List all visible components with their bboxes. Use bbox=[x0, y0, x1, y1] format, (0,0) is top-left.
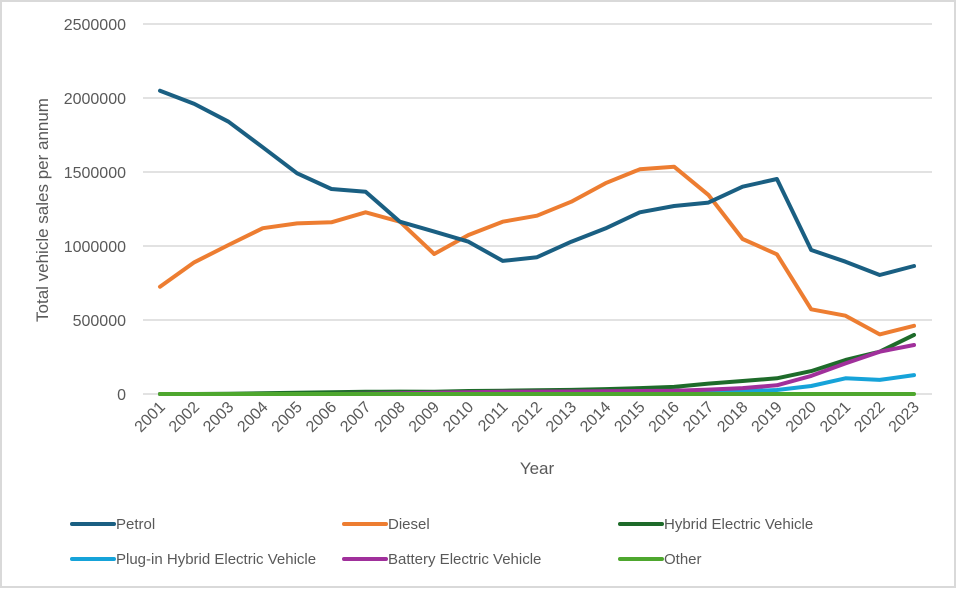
legend-label: Diesel bbox=[388, 516, 430, 533]
y-axis-ticks: 0 500000 1000000 1500000 2000000 2500000 bbox=[64, 17, 126, 404]
legend-item: Hybrid Electric Vehicle bbox=[618, 516, 813, 533]
x-tick-label: 2022 bbox=[851, 399, 888, 436]
legend: Petrol Diesel Hybrid Electric Vehicle Plug-… bbox=[70, 516, 813, 568]
y-tick-label: 2000000 bbox=[64, 91, 126, 108]
x-axis-ticks: 2001200220032004200520062007200820092010… bbox=[132, 399, 923, 436]
y-axis-title: Total vehicle sales per annum bbox=[33, 98, 52, 322]
legend-label: Petrol bbox=[116, 516, 155, 533]
series-line-hybrid-electric-vehicle bbox=[158, 332, 916, 396]
x-axis-title: Year bbox=[520, 459, 555, 478]
series-line-petrol bbox=[158, 88, 916, 277]
legend-item: Diesel bbox=[342, 516, 430, 533]
x-tick-label: 2015 bbox=[611, 399, 648, 436]
x-tick-label: 2011 bbox=[475, 399, 511, 435]
x-tick-label: 2002 bbox=[166, 399, 203, 436]
x-tick-label: 2021 bbox=[817, 399, 854, 436]
x-tick-label: 2007 bbox=[337, 399, 374, 436]
y-tick-label: 1000000 bbox=[64, 239, 126, 256]
x-tick-label: 2012 bbox=[509, 399, 546, 436]
x-tick-label: 2018 bbox=[714, 399, 751, 436]
x-tick-label: 2019 bbox=[749, 399, 786, 436]
legend-item: Petrol bbox=[70, 516, 155, 533]
legend-item: Battery Electric Vehicle bbox=[342, 551, 541, 568]
x-tick-label: 2023 bbox=[886, 399, 923, 436]
x-tick-label: 2001 bbox=[132, 399, 169, 436]
x-tick-label: 2013 bbox=[543, 399, 580, 436]
legend-item: Plug-in Hybrid Electric Vehicle bbox=[70, 551, 316, 568]
y-tick-label: 500000 bbox=[73, 313, 126, 330]
legend-label: Hybrid Electric Vehicle bbox=[664, 516, 813, 533]
series-line-diesel bbox=[158, 164, 916, 337]
x-tick-label: 2010 bbox=[440, 399, 477, 436]
x-tick-label: 2004 bbox=[234, 399, 271, 436]
legend-label: Plug-in Hybrid Electric Vehicle bbox=[116, 551, 316, 568]
x-tick-label: 2006 bbox=[303, 399, 340, 436]
y-tick-label: 0 bbox=[117, 387, 126, 404]
x-tick-label: 2016 bbox=[646, 399, 683, 436]
y-tick-label: 1500000 bbox=[64, 165, 126, 182]
legend-item: Other bbox=[618, 551, 702, 568]
x-tick-label: 2014 bbox=[577, 399, 614, 436]
x-tick-label: 2017 bbox=[680, 399, 717, 436]
x-tick-label: 2020 bbox=[783, 399, 820, 436]
x-tick-label: 2005 bbox=[269, 399, 306, 436]
x-tick-label: 2009 bbox=[406, 399, 443, 436]
x-tick-label: 2008 bbox=[372, 399, 409, 436]
y-tick-label: 2500000 bbox=[64, 17, 126, 34]
legend-label: Other bbox=[664, 551, 702, 568]
series-lines bbox=[158, 88, 916, 396]
gridlines bbox=[143, 23, 932, 395]
x-tick-label: 2003 bbox=[200, 399, 237, 436]
legend-label: Battery Electric Vehicle bbox=[388, 551, 541, 568]
